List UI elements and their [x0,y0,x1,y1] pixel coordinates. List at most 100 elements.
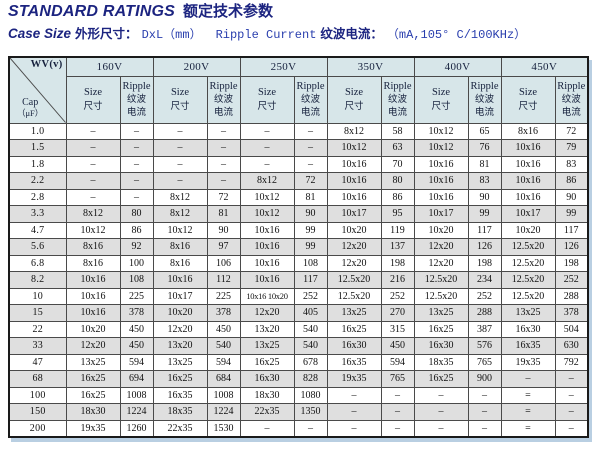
ripple-cell: 100 [119,254,154,272]
table-row-1.5: 1.5– – – – – –10x12 63 10x12 76 10x16 79 [8,139,589,157]
case-size-unit: DxL（mm） [141,28,202,42]
ripple-cell: 81 [293,188,328,206]
ripple-cell: – [206,155,241,173]
ripple-cell: 80 [119,205,154,223]
ripple-cell: 117 [467,221,502,239]
size-cell: 10x16 [500,155,556,173]
size-cell: 10x16 [326,188,382,206]
size-subheader: Size 尺寸 [239,75,295,124]
cap-cell: 2.8 [8,188,67,206]
size-cell: 10x17 [500,205,556,223]
size-cell: 12.5x20 [500,238,556,256]
size-cell: 19x35 [65,419,121,437]
size-cell: 10x16 [413,188,469,206]
ripple-cell: – [380,386,415,404]
size-cell: – [65,172,121,190]
size-cell: 12.5x20 [326,271,382,289]
ripple-cell: 252 [293,287,328,305]
ripple-cell: 86 [554,172,589,190]
ripple-cell: 90 [293,205,328,223]
size-subheader: Size 尺寸 [65,75,121,124]
ripple-cell: 198 [380,254,415,272]
size-cell: 13x25 [152,353,208,371]
ripple-current-label-zh: 纹波电流： [320,27,383,41]
ripple-cell: 378 [119,304,154,322]
ripple-cell: 119 [380,221,415,239]
size-cell: 16x25 [413,370,469,388]
ripple-subheader: Ripple 纹波 电流 [467,75,502,124]
ripple-cell: 900 [467,370,502,388]
ripple-current-unit: （mA,105° C/100KHz） [386,28,527,42]
size-subheader: Size 尺寸 [326,75,382,124]
ripple-cell: 765 [380,370,415,388]
size-cell: 12x20 [239,304,295,322]
ripple-cell: 450 [380,337,415,355]
size-cell: 13x25 [500,304,556,322]
voltage-header-160V: 160V [65,56,154,77]
page-title: STANDARD RATINGS 额定技术参数 [8,0,273,21]
size-cell: 10x16 10x20 [239,287,295,305]
ripple-cell: – [554,386,589,404]
size-cell: 10x12 [152,221,208,239]
ripple-cell: 630 [554,337,589,355]
size-cell: – [326,403,382,421]
size-cell: 12x20 [413,238,469,256]
ripple-cell: 765 [467,353,502,371]
ripple-cell: 288 [467,304,502,322]
ripple-cell: 90 [206,221,241,239]
ripple-subheader: Ripple 纹波 电流 [119,75,154,124]
voltage-header-350V: 350V [326,56,415,77]
size-cell: – [413,386,469,404]
ripple-cell: 1350 [293,403,328,421]
ripple-cell: – [380,403,415,421]
voltage-header-400V: 400V [413,56,502,77]
ripple-cell: – [467,419,502,437]
size-cell: 8x12 [326,122,382,140]
cap-cell: 15 [8,304,67,322]
ratings-table: WV(v) Cap （μF） 160V 200V 250V 350V 400V 450V S… [8,56,589,438]
size-cell: 13x25 [413,304,469,322]
ripple-cell: 828 [293,370,328,388]
size-cell: 16x25 [239,353,295,371]
size-cell: 8x16 [500,122,556,140]
size-cell: – [500,370,556,388]
size-subheader: Size 尺寸 [152,75,208,124]
size-cell: – [413,403,469,421]
ripple-cell: 576 [467,337,502,355]
size-cell: 10x16 [413,172,469,190]
ripple-cell: 198 [467,254,502,272]
ripple-cell: 65 [467,122,502,140]
subtitle: Case Size 外形尺寸： DxL（mm） Ripple Current 纹… [8,23,526,43]
size-cell: 16x25 [65,370,121,388]
ripple-cell: 1008 [119,386,154,404]
size-cell: 10x16 [326,172,382,190]
ripple-cell: 95 [380,205,415,223]
size-cell: 10x16 [326,155,382,173]
ripple-cell: 106 [206,254,241,272]
table-row-5.6: 5.6 8x16 92 8x16 97 10x16 99 12x20 137 12x20 126 12… [8,238,589,256]
size-cell: 13x25 [326,304,382,322]
ripple-cell: 540 [293,337,328,355]
size-cell: 10x12 [326,139,382,157]
ripple-subheader: Ripple 纹波 电流 [293,75,328,124]
ripple-cell: 83 [467,172,502,190]
ripple-cell: 540 [206,337,241,355]
ripple-cell: 86 [380,188,415,206]
title-english: STANDARD RATINGS [8,3,176,20]
size-cell: – [65,188,121,206]
ripple-cell: 81 [467,155,502,173]
ripple-cell: 97 [206,238,241,256]
ripple-cell: – [206,139,241,157]
ripple-cell: 90 [554,188,589,206]
case-size-label-en: Case Size [8,26,72,41]
size-cell: 10x16 [413,155,469,173]
ripple-cell: 81 [206,205,241,223]
ripple-cell: 80 [380,172,415,190]
ripple-cell: 594 [119,353,154,371]
size-cell: = [500,419,556,437]
ripple-cell: 126 [554,238,589,256]
title-chinese: 额定技术参数 [183,3,274,20]
ripple-cell: 678 [293,353,328,371]
size-cell: 19x35 [326,370,382,388]
ripple-cell: 450 [119,337,154,355]
